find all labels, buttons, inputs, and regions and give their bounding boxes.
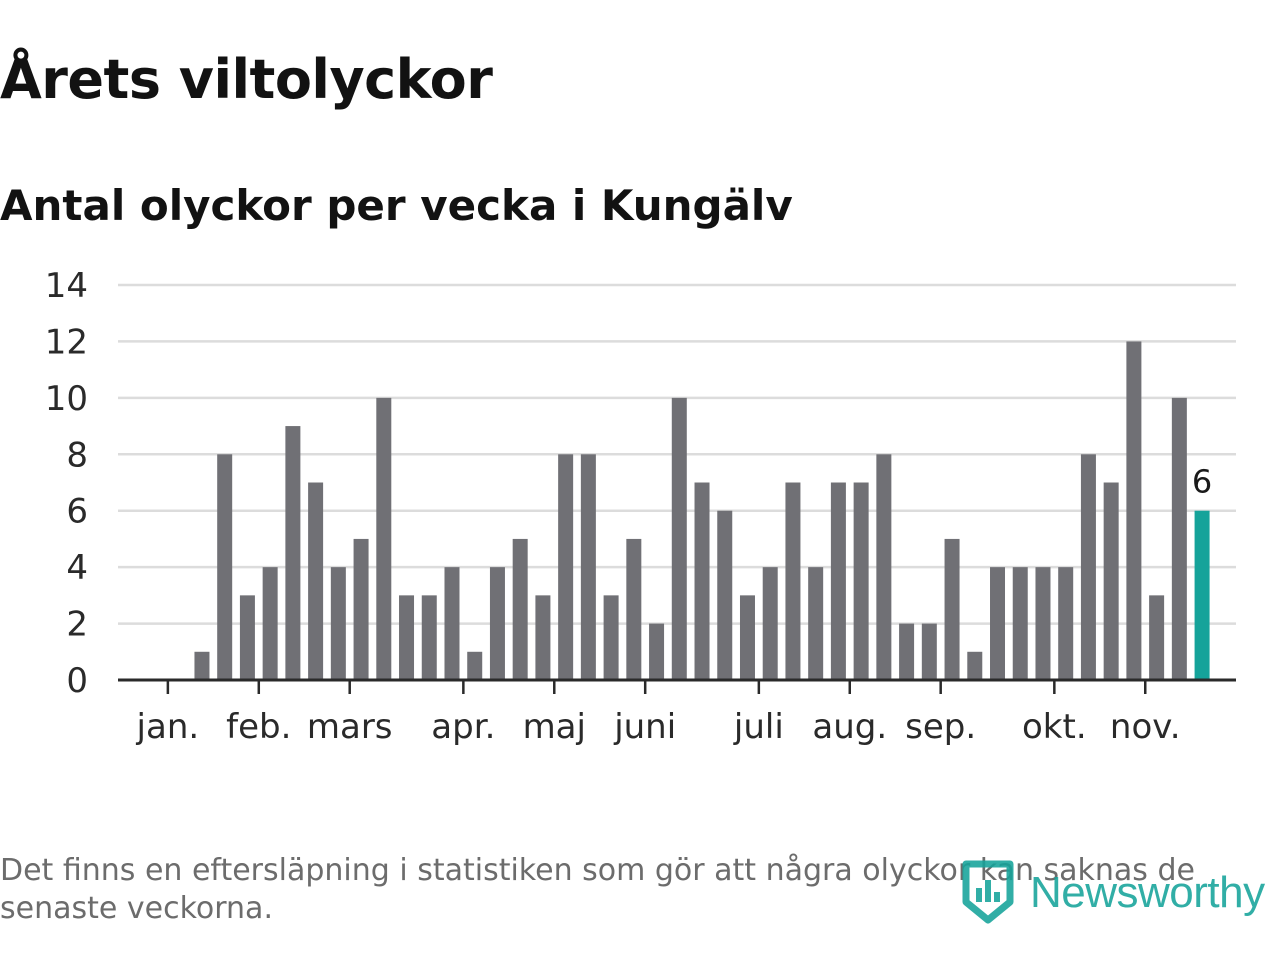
y-tick-label: 6 — [66, 492, 88, 532]
bar — [899, 623, 915, 680]
bar — [353, 538, 369, 680]
bar — [512, 538, 528, 680]
bar — [330, 567, 346, 680]
bar — [489, 567, 505, 680]
x-tick-label: okt. — [1022, 707, 1087, 747]
bar — [1149, 595, 1165, 680]
x-tick-label: feb. — [226, 707, 291, 747]
newsworthy-logo[interactable]: Newsworthy — [962, 860, 1265, 926]
x-tick-label: apr. — [431, 707, 495, 747]
bar — [580, 454, 596, 680]
y-tick-label: 8 — [66, 435, 88, 475]
bar — [376, 397, 392, 680]
x-tick-label: maj — [523, 707, 586, 747]
bar — [399, 595, 415, 680]
bar — [808, 567, 824, 680]
bar — [717, 510, 733, 680]
bar — [1171, 397, 1187, 680]
bar — [535, 595, 551, 680]
x-tick-label: sep. — [905, 707, 976, 747]
bar — [785, 482, 801, 680]
bar — [217, 454, 233, 680]
bar — [421, 595, 437, 680]
bar — [558, 454, 574, 680]
x-axis — [118, 678, 1236, 694]
bar-value-label: 6 — [1192, 463, 1212, 501]
bar-chart-badge-icon — [962, 858, 1014, 929]
bar — [603, 595, 619, 680]
x-tick-label: juli — [733, 707, 784, 747]
bar — [262, 567, 278, 680]
y-tick-label: 0 — [66, 661, 88, 701]
bar — [967, 651, 983, 680]
bar — [830, 482, 846, 680]
x-tick-label: aug. — [812, 707, 887, 747]
y-tick-label: 12 — [45, 322, 88, 362]
bar — [239, 595, 255, 680]
x-tick-label: juni — [613, 707, 676, 747]
bar — [1058, 567, 1074, 680]
bar — [671, 397, 687, 680]
bar — [649, 623, 665, 680]
bar — [694, 482, 710, 680]
bar — [285, 426, 301, 680]
bar — [739, 595, 755, 680]
chart-subtitle: Antal olyckor per vecka i Kungälv — [0, 181, 793, 230]
x-tick-label: nov. — [1110, 707, 1181, 747]
bar — [626, 538, 642, 680]
labels: 0 2 4 6 8 10 12 14 6 jan. feb. mars apr. maj juni juli a… — [45, 266, 1213, 747]
bar — [1126, 341, 1142, 680]
bar — [990, 567, 1006, 680]
bar — [876, 454, 892, 680]
x-tick-label: jan. — [136, 707, 200, 747]
bar — [308, 482, 324, 680]
bar — [1103, 482, 1119, 680]
bar — [444, 567, 460, 680]
y-tick-label: 2 — [66, 605, 88, 645]
page-title: Årets viltolyckor — [0, 48, 493, 111]
bar — [944, 538, 960, 680]
bar — [194, 651, 210, 680]
bars — [194, 341, 1210, 680]
bar — [1035, 567, 1051, 680]
x-tick-label: mars — [307, 707, 393, 747]
footnote: Det finns en eftersläpning i statistiken… — [0, 853, 1195, 926]
bar — [1012, 567, 1028, 680]
bar — [762, 567, 778, 680]
bar — [1080, 454, 1096, 680]
y-tick-label: 14 — [45, 266, 88, 306]
y-tick-label: 4 — [66, 548, 88, 588]
bar-highlight — [1194, 510, 1210, 680]
bar — [853, 482, 869, 680]
bar — [921, 623, 937, 680]
y-tick-label: 10 — [45, 379, 88, 419]
bar — [467, 651, 483, 680]
brand-name: Newsworthy — [1030, 868, 1265, 917]
